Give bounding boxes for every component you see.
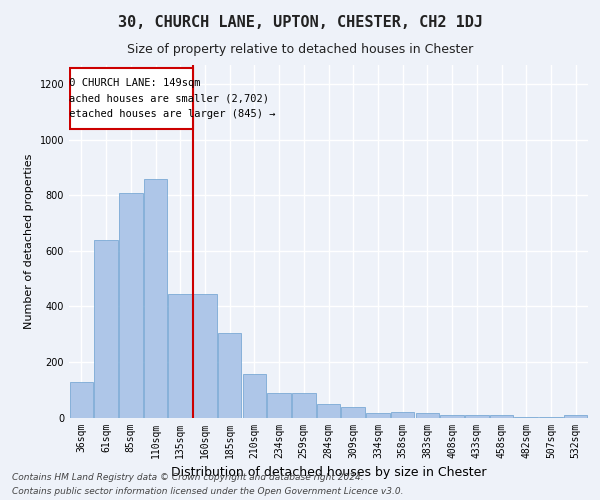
Bar bbox=[539, 417, 563, 418]
Bar bbox=[341, 407, 365, 418]
Bar bbox=[119, 192, 143, 418]
Text: Size of property relative to detached houses in Chester: Size of property relative to detached ho… bbox=[127, 42, 473, 56]
Text: 30 CHURCH LANE: 149sqm
← 76% of detached houses are smaller (2,702)
24% of semi-: 30 CHURCH LANE: 149sqm ← 76% of detached… bbox=[0, 78, 275, 119]
Bar bbox=[564, 414, 587, 418]
Bar bbox=[465, 416, 488, 418]
Y-axis label: Number of detached properties: Number of detached properties bbox=[24, 154, 34, 329]
Text: Contains HM Land Registry data © Crown copyright and database right 2024.: Contains HM Land Registry data © Crown c… bbox=[12, 472, 364, 482]
Bar bbox=[169, 294, 192, 418]
Bar bbox=[70, 382, 93, 418]
Bar bbox=[193, 294, 217, 418]
X-axis label: Distribution of detached houses by size in Chester: Distribution of detached houses by size … bbox=[171, 466, 486, 479]
Text: 30, CHURCH LANE, UPTON, CHESTER, CH2 1DJ: 30, CHURCH LANE, UPTON, CHESTER, CH2 1DJ bbox=[118, 15, 482, 30]
Bar bbox=[317, 404, 340, 417]
Bar bbox=[416, 412, 439, 418]
Text: Contains public sector information licensed under the Open Government Licence v3: Contains public sector information licen… bbox=[12, 488, 404, 496]
Bar bbox=[70, 68, 193, 129]
Bar bbox=[514, 417, 538, 418]
Bar bbox=[366, 412, 389, 418]
Bar bbox=[292, 392, 316, 417]
Bar bbox=[391, 412, 415, 418]
Bar bbox=[94, 240, 118, 418]
Bar bbox=[490, 416, 513, 418]
Bar bbox=[144, 179, 167, 418]
Bar bbox=[268, 392, 291, 417]
Bar bbox=[218, 333, 241, 417]
Bar bbox=[242, 374, 266, 418]
Bar bbox=[440, 414, 464, 418]
